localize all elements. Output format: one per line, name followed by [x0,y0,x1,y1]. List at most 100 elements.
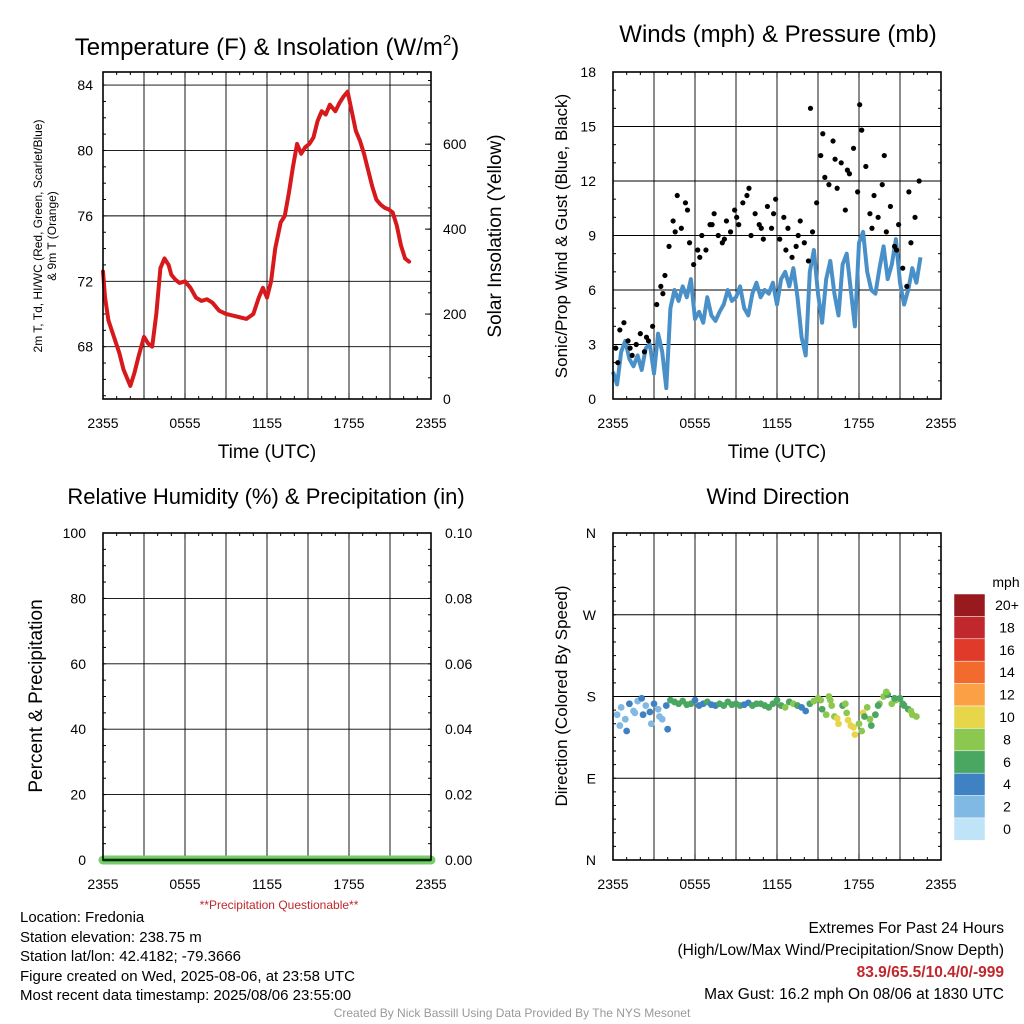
gust-point [643,334,650,340]
gust-point [678,225,684,231]
gust-point [842,207,848,213]
x-tick-label: 2355 [415,876,446,892]
gust-point [650,323,656,329]
gust-point [672,229,678,235]
gust-point [912,214,918,220]
gust-point [711,211,717,217]
y-tick-label: W [583,607,597,623]
direction-point [664,725,672,733]
y-tick-label: E [587,770,596,786]
gust-point [748,232,754,239]
y-tick-label: 80 [70,590,86,606]
gust-point [826,182,832,188]
gust-point [844,167,850,173]
y-axis-label: Sonic/Prop Wind & Gust (Blue, Black) [552,94,571,378]
gust-point [863,163,869,170]
y-tick-label: 100 [63,525,87,541]
gust-point [801,240,807,246]
y-tick-label: 60 [70,656,86,672]
x-axis-label: Time (UTC) [218,442,317,463]
x-tick-label: 1755 [843,415,874,431]
gust-point [904,283,910,289]
gust-point [793,243,799,249]
extremes-values: 83.9/65.5/10.4/0/-999 [856,964,1004,981]
y2-tick-label: 0.10 [445,525,472,541]
direction-point [642,702,650,709]
gust-point [879,182,885,188]
gust-point [633,341,639,348]
direction-point [844,716,852,724]
gust-point [684,207,691,213]
gust-point [867,211,873,217]
gust-point [662,272,668,279]
y2-tick-label: 200 [443,306,467,322]
direction-point [913,713,920,720]
precipitation-note: **Precipitation Questionable** [200,898,359,912]
colorbar-label: 0 [1003,821,1011,837]
colorbar-swatch [953,772,986,796]
direction-point [891,694,898,702]
gust-point [881,152,887,159]
colorbar-label: 14 [999,664,1015,680]
gust-point [691,261,697,268]
y2-tick-label: 0.02 [445,787,472,803]
gust-point [764,203,771,210]
max-gust: Max Gust: 16.2 mph On 08/06 at 1830 UTC [704,986,1004,1003]
direction-point [617,704,625,711]
direction-point [872,711,879,719]
temperature-panel: 68 72 76 80 84 0 200 400 600 2355 0555 1155 1755 2355… [31,32,506,463]
x-tick-label: 1755 [843,876,874,892]
direction-point [850,723,857,731]
gust-point [744,192,750,199]
y-tick-label: 18 [580,64,596,80]
y2-tick-label: 600 [443,136,467,152]
x-tick-label: 2355 [87,415,118,431]
y-tick-label: 72 [77,273,93,289]
direction-point [843,709,851,717]
y-axis-label: Direction (Colored By Speed) [552,585,571,806]
gust-point [758,225,764,231]
gust-point [818,152,824,159]
direction-point [781,704,789,711]
panel-border [612,532,942,861]
gust-point [637,331,643,337]
y-tick-label: S [587,689,596,705]
direction-point [631,709,639,717]
gust-point [900,265,906,271]
credit-line: Created By Nick Bassill Using Data Provi… [333,1006,691,1020]
y-tick-label: 68 [77,339,93,355]
gust-point [670,218,676,224]
x-tick-label: 0555 [679,415,710,431]
gust-point [875,214,881,220]
direction-point [773,696,781,704]
x-tick-label: 0555 [169,876,200,892]
gust-point [666,243,672,249]
colorbar-swatch [953,660,986,684]
direction-point [851,731,859,739]
y-tick-label: 40 [70,721,86,737]
colorbar-title: mph [992,574,1019,590]
gust-point [613,345,619,351]
y2-tick-label: 0.04 [445,721,472,737]
direction-point [656,713,663,720]
direction-point [802,707,810,715]
y-tick-label: 0 [588,391,596,407]
y-tick-label: 76 [77,208,93,224]
gust-point [625,338,631,344]
gust-point [797,218,803,224]
chart-title: Winds (mph) & Pressure (mb) [619,21,936,48]
gust-point [834,185,840,191]
colorbar-swatch [953,616,986,640]
gust-point [857,102,863,108]
gust-point [654,301,660,308]
x-tick-label: 0555 [679,876,710,892]
colorbar-label: 4 [1003,776,1011,792]
colorbar-swatch [953,593,986,617]
x-tick-label: 1155 [252,876,282,892]
direction-point [855,720,863,728]
y-axis-label: Percent & Precipitation [26,599,47,792]
y-tick-label: 6 [588,282,596,298]
gust-point [855,189,861,195]
gust-point [721,236,727,242]
